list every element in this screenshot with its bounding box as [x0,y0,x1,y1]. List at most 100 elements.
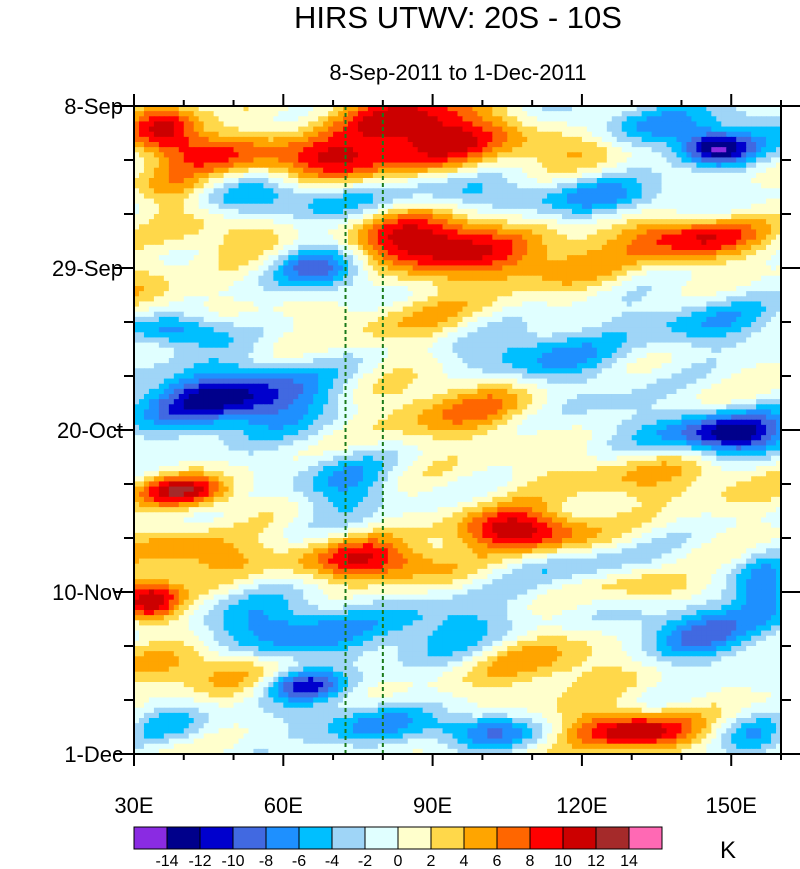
field-cell [681,131,688,138]
field-cell [138,244,145,251]
field-cell [656,229,663,236]
field-cell [377,136,384,143]
field-cell [318,116,324,123]
field-cell [218,275,225,282]
field-cell [338,152,344,159]
field-cell [527,296,533,303]
field-cell [611,183,618,189]
field-cell [507,121,513,128]
field-cell [138,126,145,133]
field-cell [367,157,374,164]
field-cell [487,255,493,261]
field-cell [303,178,309,184]
field-cell [701,142,707,148]
field-cell [362,234,369,241]
field-cell [198,224,205,231]
field-cell [367,121,374,128]
field-cell [537,106,543,112]
field-cell [238,260,245,267]
field-cell [203,157,210,164]
field-cell [223,229,230,236]
field-cell [736,219,742,225]
field-cell [243,157,250,164]
field-cell [611,234,618,241]
field-cell [243,178,250,184]
field-cell [223,203,230,210]
field-cell [382,106,389,112]
field-cell [661,203,668,210]
field-cell [138,147,145,153]
field-cell [243,142,250,148]
field-cell [636,198,643,205]
field-cell [134,172,140,179]
field-cell [203,172,210,179]
field-cell [611,126,618,133]
field-cell [432,121,439,128]
field-cell [547,239,553,246]
field-cell [318,250,324,256]
field-cell [661,193,668,200]
field-cell [158,280,165,287]
field-cell [442,167,449,174]
field-cell [497,116,503,123]
field-cell [313,234,319,241]
field-cell [701,183,707,189]
field-cell [293,301,299,308]
field-cell [442,250,449,256]
field-cell [666,214,673,220]
field-cell [362,280,369,287]
field-cell [138,280,145,287]
field-cell [477,275,483,282]
field-cell [163,270,170,277]
field-cell [571,229,578,236]
field-cell [726,121,732,128]
field-cell [163,291,170,297]
field-cell [173,234,180,241]
field-cell [721,234,727,241]
field-cell [621,136,628,143]
field-cell [656,142,663,148]
field-cell [566,203,573,210]
field-cell [178,136,185,143]
field-cell [308,183,314,189]
field-cell [367,280,374,287]
field-cell [158,193,165,200]
field-cell [313,286,319,292]
field-cell [517,126,523,133]
field-cell [153,208,160,215]
field-cell [462,265,469,272]
field-cell [566,111,573,117]
field-cell [238,111,245,117]
field-cell [527,147,533,153]
field-cell [552,106,558,112]
field-cell [586,157,593,164]
field-cell [268,255,274,261]
field-cell [581,111,588,117]
field-cell [134,152,140,159]
field-cell [328,234,334,241]
field-cell [532,219,538,225]
field-cell [756,286,762,292]
field-cell [761,178,767,184]
field-cell [482,229,488,236]
field-cell [168,183,175,189]
field-cell [178,265,185,272]
field-cell [293,193,299,200]
field-cell [601,265,608,272]
field-cell [338,106,344,112]
field-cell [746,193,752,200]
field-cell [417,224,424,231]
field-cell [338,280,344,287]
field-cell [248,286,255,292]
field-cell [303,167,309,174]
field-cell [576,244,583,251]
field-cell [253,152,260,159]
field-cell [666,234,673,241]
field-cell [671,219,678,225]
field-cell [432,229,439,236]
field-cell [601,121,608,128]
field-cell [691,183,697,189]
field-cell [228,116,235,123]
field-cell [153,255,160,261]
field-cell [238,178,245,184]
